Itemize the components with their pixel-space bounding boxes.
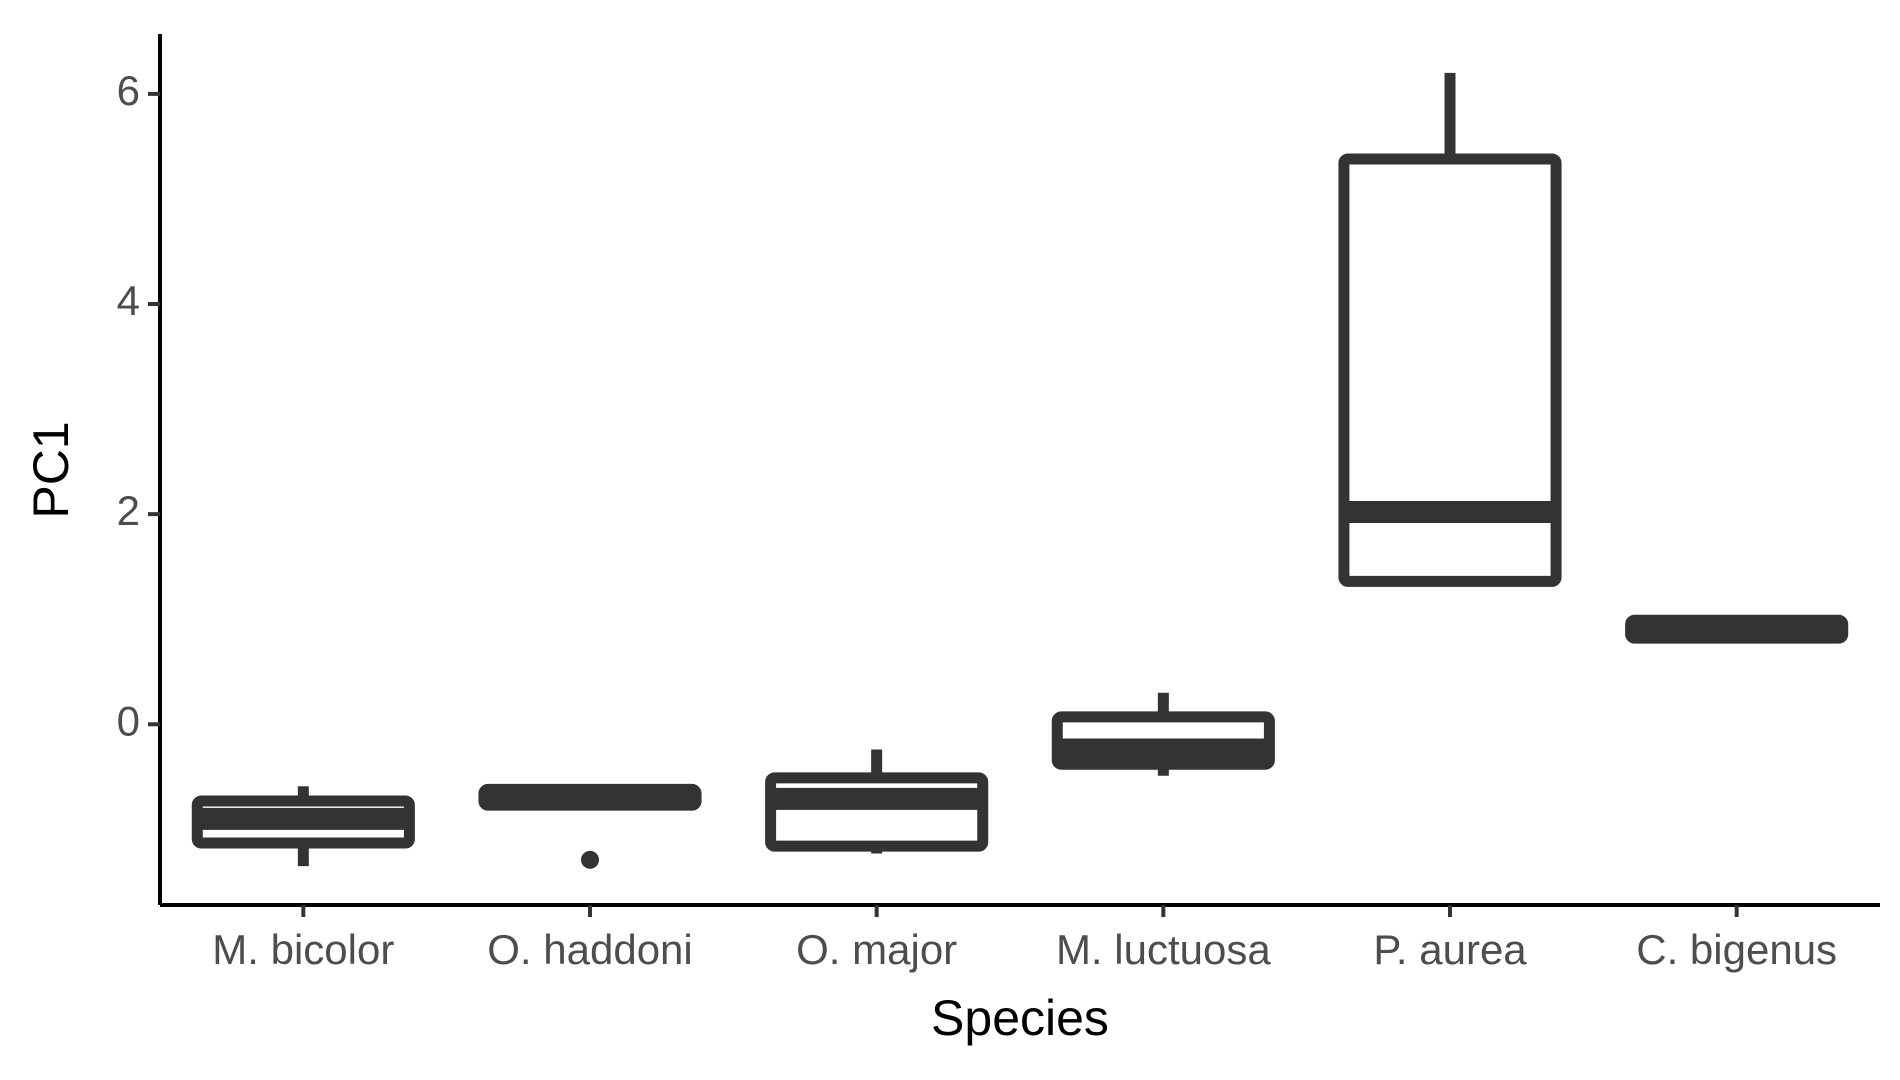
box	[1338, 153, 1562, 587]
x-tick-label: C. bigenus	[1636, 926, 1837, 973]
x-tick-label: P. aurea	[1373, 926, 1527, 973]
x-tick-label: M. luctuosa	[1056, 926, 1271, 973]
y-tick-label: 2	[117, 487, 140, 534]
x-tick-label: O. major	[796, 926, 957, 973]
x-axis-title: Species	[931, 990, 1109, 1046]
x-tick-label: O. haddoni	[487, 926, 693, 973]
y-tick-label: 0	[117, 697, 140, 744]
y-tick-label: 4	[117, 277, 140, 324]
outlier	[581, 850, 599, 869]
y-axis-title: PC1	[23, 421, 79, 518]
y-tick-label: 6	[117, 67, 140, 114]
x-tick-label: M. bicolor	[212, 926, 394, 973]
